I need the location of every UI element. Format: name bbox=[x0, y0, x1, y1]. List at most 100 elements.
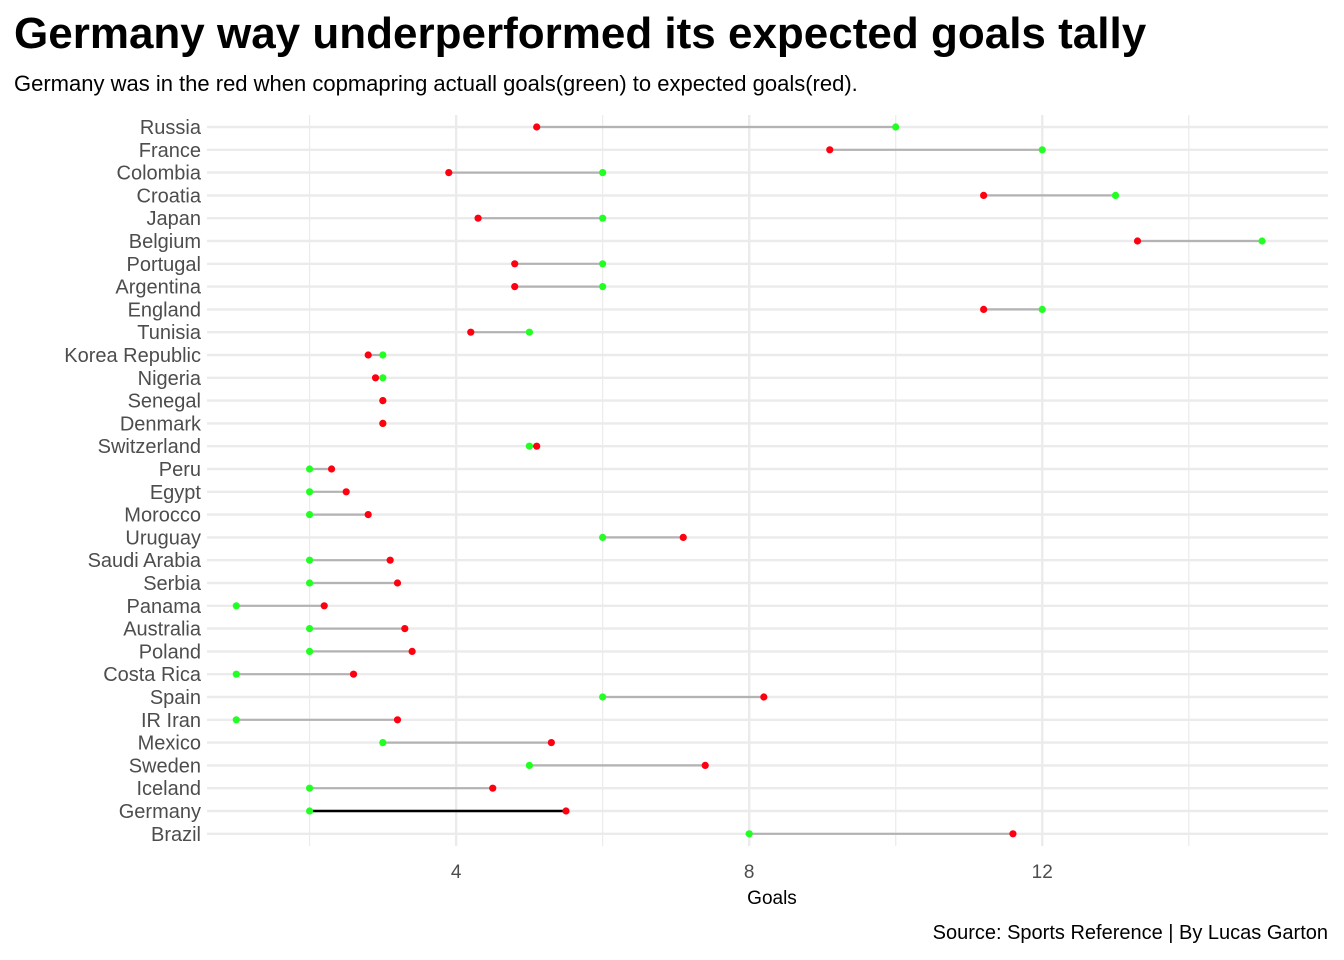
y-tick-label: Australia bbox=[123, 619, 202, 641]
tick-labels: 4 8 12 RussiaFranceColombiaCroatiaJapanBelg… bbox=[64, 117, 1053, 883]
y-tick-label: Japan bbox=[147, 208, 202, 230]
expected-goals-point bbox=[386, 556, 394, 564]
expected-goals-point bbox=[533, 123, 541, 131]
expected-goals-point bbox=[320, 602, 328, 610]
expected-goals-point bbox=[980, 305, 988, 313]
grid-lines bbox=[207, 115, 1328, 846]
y-tick-label: Serbia bbox=[143, 573, 202, 595]
segments bbox=[236, 125, 1263, 835]
y-tick-label: Belgium bbox=[129, 231, 201, 253]
y-tick-label: Peru bbox=[159, 459, 201, 481]
y-tick-label: Sweden bbox=[129, 755, 201, 777]
goals-point bbox=[379, 374, 387, 382]
y-tick-label: Argentina bbox=[115, 277, 201, 299]
goals-point bbox=[599, 693, 607, 701]
goals-point bbox=[305, 510, 314, 519]
y-tick-label: Poland bbox=[139, 641, 201, 663]
expected-goals-point bbox=[679, 533, 687, 542]
y-tick-label: England bbox=[128, 299, 201, 321]
goals-point bbox=[305, 625, 314, 633]
goals-point bbox=[599, 169, 607, 177]
y-tick-label: Nigeria bbox=[138, 368, 202, 390]
y-tick-label: Panama bbox=[127, 596, 202, 618]
expected-goals-point bbox=[511, 283, 519, 291]
y-tick-label: Croatia bbox=[137, 185, 202, 207]
y-tick-label: Brazil bbox=[151, 824, 201, 846]
expected-goals-point bbox=[349, 670, 358, 678]
goals-point bbox=[232, 602, 240, 610]
goals-point bbox=[305, 556, 314, 564]
x-tick-label-4: 4 bbox=[451, 862, 462, 883]
expected-goals-point bbox=[445, 169, 453, 177]
expected-goals-point bbox=[467, 328, 475, 336]
expected-goals-point bbox=[393, 579, 402, 587]
goals-point bbox=[1258, 237, 1266, 245]
goals-point bbox=[525, 442, 533, 450]
y-tick-label: Costa Rica bbox=[103, 664, 202, 686]
y-tick-label: Mexico bbox=[138, 733, 201, 755]
y-tick-label: Portugal bbox=[127, 254, 202, 276]
goals-point bbox=[599, 533, 607, 542]
expected-goals-point bbox=[364, 510, 372, 519]
goals-point bbox=[745, 830, 753, 838]
chart-title: Germany way underperformed its expected … bbox=[14, 9, 1147, 58]
expected-goals-point bbox=[760, 693, 768, 701]
goals-point bbox=[232, 716, 240, 724]
goals-point bbox=[232, 670, 240, 678]
y-tick-label: Senegal bbox=[128, 391, 201, 413]
expected-goals-point bbox=[401, 625, 409, 633]
x-tick-label-8: 8 bbox=[744, 862, 755, 883]
y-tick-label: Germany bbox=[119, 801, 201, 823]
goals-point bbox=[525, 761, 533, 770]
goals-point bbox=[379, 351, 387, 359]
expected-goals-point bbox=[364, 351, 372, 359]
y-tick-label: Korea Republic bbox=[64, 345, 201, 367]
y-tick-label: Saudi Arabia bbox=[88, 550, 202, 572]
y-tick-label: Colombia bbox=[117, 163, 202, 185]
goals-point bbox=[1038, 305, 1046, 313]
chart-caption: Source: Sports Reference | By Lucas Gart… bbox=[932, 922, 1328, 944]
expected-goals-point bbox=[562, 807, 570, 815]
points bbox=[232, 123, 1266, 838]
goals-point bbox=[305, 488, 314, 496]
goals-point bbox=[1038, 146, 1046, 154]
expected-goals-point bbox=[489, 784, 497, 792]
goals-point bbox=[305, 807, 314, 815]
y-tick-label: Spain bbox=[150, 687, 201, 709]
expected-goals-point bbox=[371, 374, 380, 382]
y-tick-label: Switzerland bbox=[98, 436, 201, 458]
goals-point bbox=[599, 283, 607, 291]
expected-goals-point bbox=[826, 146, 834, 154]
chart-subtitle: Germany was in the red when copmapring a… bbox=[14, 71, 858, 96]
expected-goals-point bbox=[379, 419, 387, 427]
goals-point bbox=[305, 465, 314, 473]
y-tick-label: Morocco bbox=[124, 505, 201, 527]
x-tick-label-12: 12 bbox=[1032, 862, 1053, 883]
expected-goals-point bbox=[393, 716, 402, 724]
goals-point bbox=[599, 214, 607, 222]
goals-point bbox=[305, 647, 314, 656]
expected-goals-point bbox=[980, 191, 988, 199]
goals-point bbox=[379, 739, 387, 747]
y-tick-label: Denmark bbox=[120, 413, 202, 435]
goals-point bbox=[1111, 191, 1120, 199]
expected-goals-point bbox=[342, 488, 350, 496]
y-tick-label: Egypt bbox=[150, 482, 202, 504]
expected-goals-point bbox=[474, 214, 482, 222]
y-tick-label: Russia bbox=[140, 117, 202, 139]
expected-goals-point bbox=[1009, 830, 1017, 838]
expected-goals-point bbox=[379, 397, 387, 405]
goals-point bbox=[892, 123, 900, 131]
expected-goals-point bbox=[547, 739, 555, 747]
goals-point bbox=[525, 328, 533, 336]
expected-goals-point bbox=[511, 260, 519, 268]
expected-goals-point bbox=[701, 761, 709, 770]
x-axis-title: Goals bbox=[747, 888, 797, 909]
y-tick-label: Tunisia bbox=[137, 322, 202, 344]
expected-goals-point bbox=[408, 647, 416, 656]
expected-goals-point bbox=[533, 442, 541, 450]
goals-point bbox=[599, 260, 607, 268]
y-tick-label: Iceland bbox=[137, 778, 202, 800]
y-tick-label: IR Iran bbox=[141, 710, 201, 732]
